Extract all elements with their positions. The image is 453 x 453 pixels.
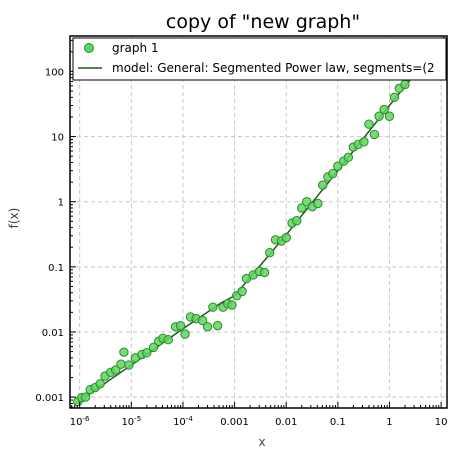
x-ticks: 10-6 10-5 10-4 0.001 0.01 0.1 1 10 (70, 402, 448, 428)
data-point (111, 365, 121, 375)
data-point (313, 198, 323, 209)
chart-title: copy of "new graph" (166, 11, 360, 33)
data-point (197, 315, 208, 326)
data-point (202, 322, 213, 332)
x-tick-label: 0.001 (220, 417, 249, 428)
y-tick-label: 10 (51, 133, 64, 144)
data-point (237, 286, 247, 297)
model-curve (74, 36, 445, 405)
data-point (119, 347, 129, 357)
legend-box (72, 37, 447, 81)
legend-label-model: model: General: Segmented Power law, seg… (112, 61, 435, 75)
data-point (292, 216, 302, 226)
data-point (389, 92, 400, 103)
data-point (175, 320, 186, 331)
x-tick-label: 0.01 (275, 417, 297, 428)
x-tick-label: 10-5 (121, 415, 141, 428)
data-point (80, 392, 91, 402)
data-point (180, 329, 190, 339)
data-point (374, 111, 384, 121)
legend: graph 1 model: General: Segmented Power … (72, 37, 447, 81)
data-point (148, 342, 159, 353)
y-tick-label: 0.001 (35, 393, 64, 404)
data-point (364, 119, 374, 129)
data-point (163, 335, 173, 345)
x-tick-label: 1 (386, 417, 392, 428)
grid-lines (70, 36, 447, 408)
x-axis-label: x (258, 435, 265, 449)
data-point (95, 379, 105, 389)
data-point (333, 161, 343, 171)
data-point (142, 348, 152, 358)
plot-frame (69, 35, 448, 409)
data-point (208, 302, 218, 312)
x-tick-label: 0.1 (330, 417, 346, 428)
model-curve-layer (74, 36, 445, 405)
data-point (116, 359, 126, 369)
x-tick-label: 10-6 (70, 415, 90, 428)
data-point (227, 300, 237, 310)
y-tick-label: 0.01 (42, 328, 64, 339)
y-tick-label: 100 (45, 67, 64, 78)
y-tick-label: 0.1 (48, 263, 64, 274)
data-point (259, 267, 270, 278)
data-point (343, 152, 354, 163)
data-point (328, 168, 338, 179)
data-point (400, 79, 410, 90)
data-points-layer (73, 39, 447, 407)
data-point (265, 247, 275, 258)
data-point (297, 203, 307, 213)
data-point (369, 129, 380, 140)
data-point (384, 111, 395, 121)
data-point (281, 233, 291, 243)
data-point (318, 180, 328, 190)
data-point (359, 137, 369, 147)
x-tick-label: 10 (435, 417, 448, 428)
y-axis-label: f(x) (7, 208, 21, 229)
data-point (212, 320, 223, 331)
x-tick-label: 10-4 (173, 415, 193, 428)
data-point (124, 360, 134, 370)
data-point (379, 104, 389, 115)
legend-marker-graph-1 (84, 43, 94, 53)
legend-label-graph-1: graph 1 (112, 41, 159, 55)
y-tick-label: 1 (58, 198, 64, 209)
